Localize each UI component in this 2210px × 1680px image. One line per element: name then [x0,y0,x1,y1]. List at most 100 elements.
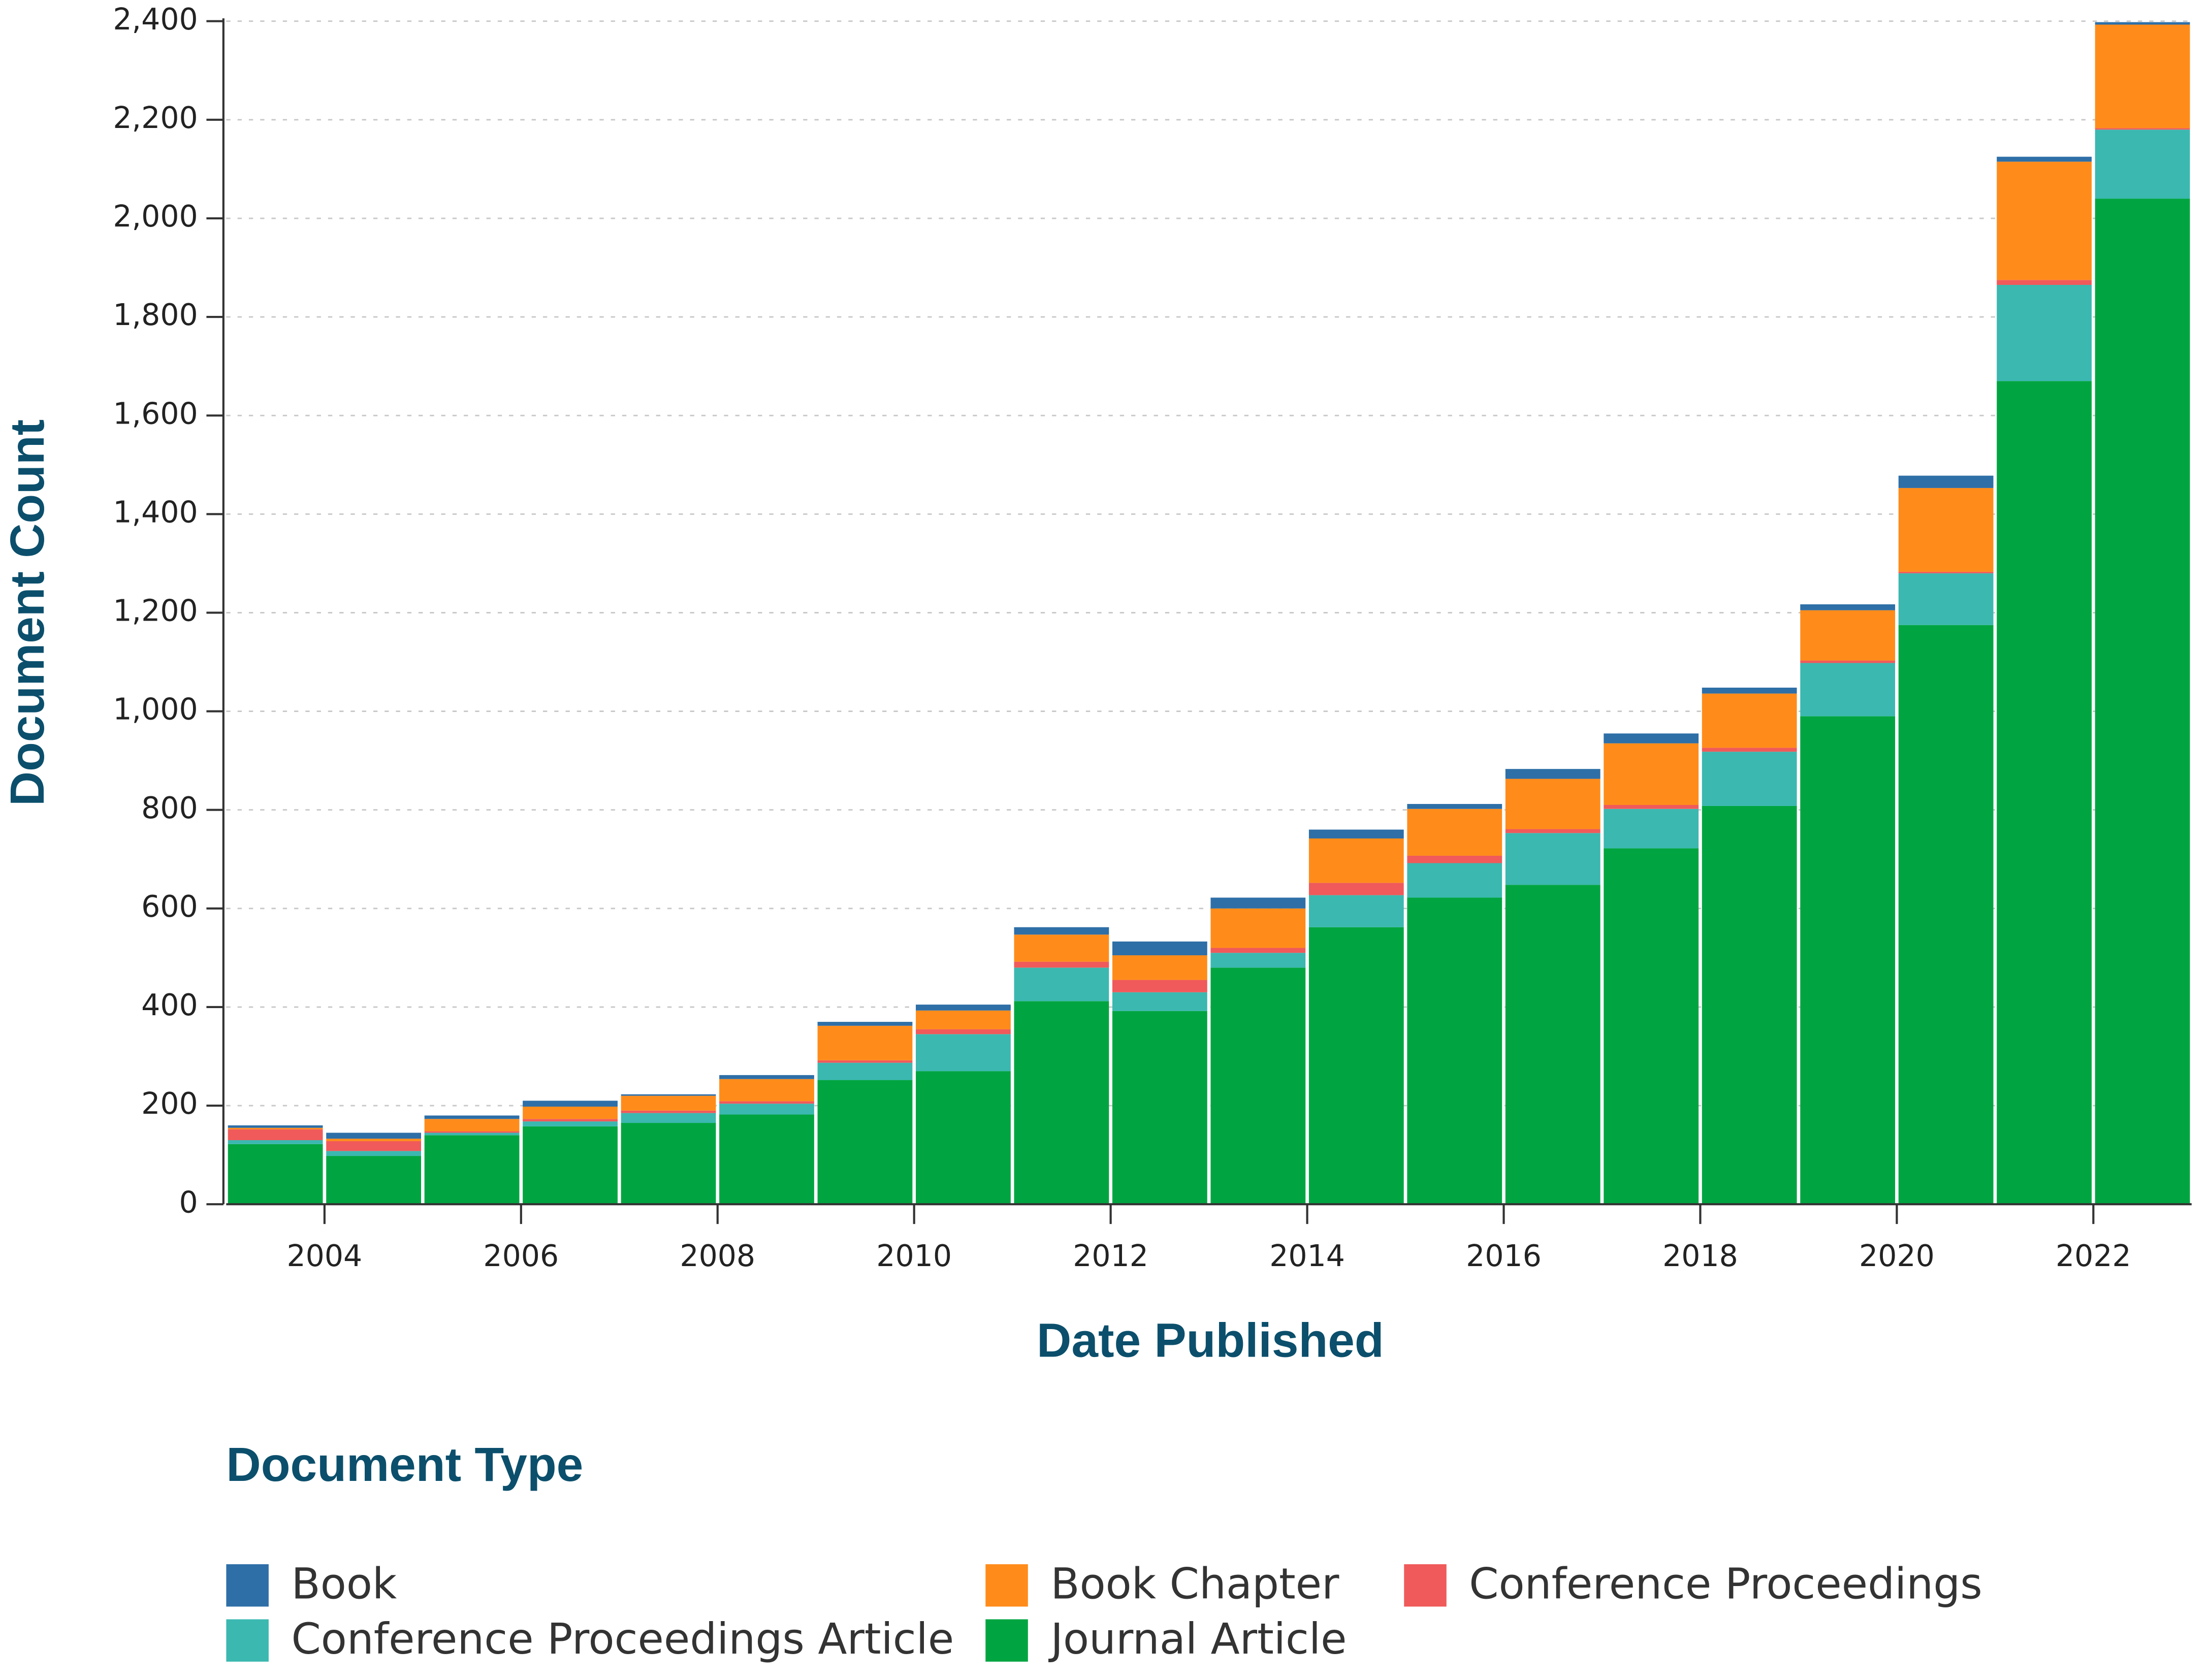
legend-label: Book Chapter [1050,1560,1339,1609]
bar-segment [1898,488,1994,572]
bar-segment [1014,934,1109,962]
bar-segment [1997,381,2092,1205]
bar-segment [1112,955,1207,980]
y-tick-label: 800 [141,791,198,825]
bar-segment [2095,128,2190,130]
y-tick-label: 600 [141,889,198,924]
legend-title: Document Type [226,1438,583,1492]
legend-swatch [985,1619,1028,1662]
y-tick-label: 1,200 [113,594,198,628]
bar-segment [523,1107,618,1119]
legend-label: Book [291,1560,397,1609]
x-tick-label: 2010 [876,1239,952,1273]
bar-segment [719,1104,814,1115]
bar-segment [1210,953,1306,968]
y-tick-label: 2,400 [113,2,198,37]
bar-segment [1505,833,1600,885]
legend-swatch [1404,1564,1447,1607]
legend-swatch [226,1619,269,1662]
bar-segment [2095,199,2190,1205]
bar-segment [1997,280,2092,285]
bar-segment [719,1079,814,1102]
bar-segment [1702,693,1797,748]
bar-segment [1112,980,1207,992]
legend-swatch [985,1564,1028,1607]
bar-segment [523,1101,618,1107]
bar-segment [1407,897,1502,1205]
bar-segment [1014,961,1109,968]
bar-segment [916,1010,1011,1029]
bar-segment [228,1129,323,1141]
bar-segment [424,1135,520,1205]
bar-segment [1800,604,1896,610]
bar-segment [1997,156,2092,162]
bar-segment [228,1144,323,1205]
bar-segment [424,1133,520,1136]
bar-segment [1210,897,1306,909]
y-tick-label: 1,400 [113,495,198,529]
x-tick-label: 2018 [1662,1239,1738,1273]
bar-segment [1210,967,1306,1205]
bar-segment [1505,769,1600,779]
y-tick-label: 0 [179,1185,198,1219]
bar-segment [1505,885,1600,1205]
bar-segment [1308,883,1404,895]
bar-segment [621,1094,716,1096]
bar-segment [916,1005,1011,1011]
bar-segment [424,1115,520,1119]
bar-segment [916,1071,1011,1205]
bar-segment [621,1095,716,1111]
bar-segment [1505,829,1600,833]
x-tick-label: 2006 [483,1239,559,1273]
bar-segment [817,1080,913,1205]
bar-segment [1800,663,1896,717]
bar-segment [1800,660,1896,663]
bar-segment [1997,161,2092,280]
legend-label: Conference Proceedings Article [291,1614,954,1664]
y-tick-label: 200 [141,1086,198,1121]
bar-segment [1308,838,1404,883]
bar-segment [424,1131,520,1133]
x-tick-label: 2022 [2056,1239,2131,1273]
bar-segment [817,1060,913,1063]
bar-segment [621,1123,716,1205]
bar-segment [1308,829,1404,838]
y-tick-label: 1,600 [113,396,198,431]
bar-segment [1604,804,1699,809]
bar-segment [523,1121,618,1126]
bar-segment [2095,24,2190,128]
bar-segment [1702,748,1797,752]
bar-segment [424,1119,520,1132]
bar-segment [1210,948,1306,953]
y-tick-label: 1,800 [113,298,198,332]
bar-segment [1898,625,1994,1205]
bar-segment [1702,805,1797,1205]
bar-segment [1407,809,1502,856]
bar-segment [1800,610,1896,661]
bar-segment [326,1139,422,1141]
bar-segment [1800,716,1896,1205]
bar-segment [326,1156,422,1205]
bar-segment [1308,895,1404,927]
bar-segment [1505,779,1600,829]
x-tick-label: 2012 [1073,1239,1148,1273]
bar-segment [523,1119,618,1122]
x-tick-label: 2020 [1859,1239,1935,1273]
bar-segment [1604,809,1699,849]
bar-segment [228,1127,323,1129]
bar-segment [1210,908,1306,948]
bar-segment [1898,573,1994,625]
y-axis-title: Document Count [1,419,54,806]
bar-segment [326,1133,422,1139]
bar-segment [1014,927,1109,935]
bar-segment [1407,863,1502,898]
x-tick-label: 2008 [680,1239,755,1273]
bar-segment [916,1034,1011,1072]
bar-segment [1014,967,1109,1001]
legend-swatch [226,1564,269,1607]
bar-segment [1112,992,1207,1011]
bar-segment [2095,130,2190,199]
bar-segment [916,1029,1011,1035]
bar-segment [1702,752,1797,806]
bar-segment [621,1113,716,1123]
